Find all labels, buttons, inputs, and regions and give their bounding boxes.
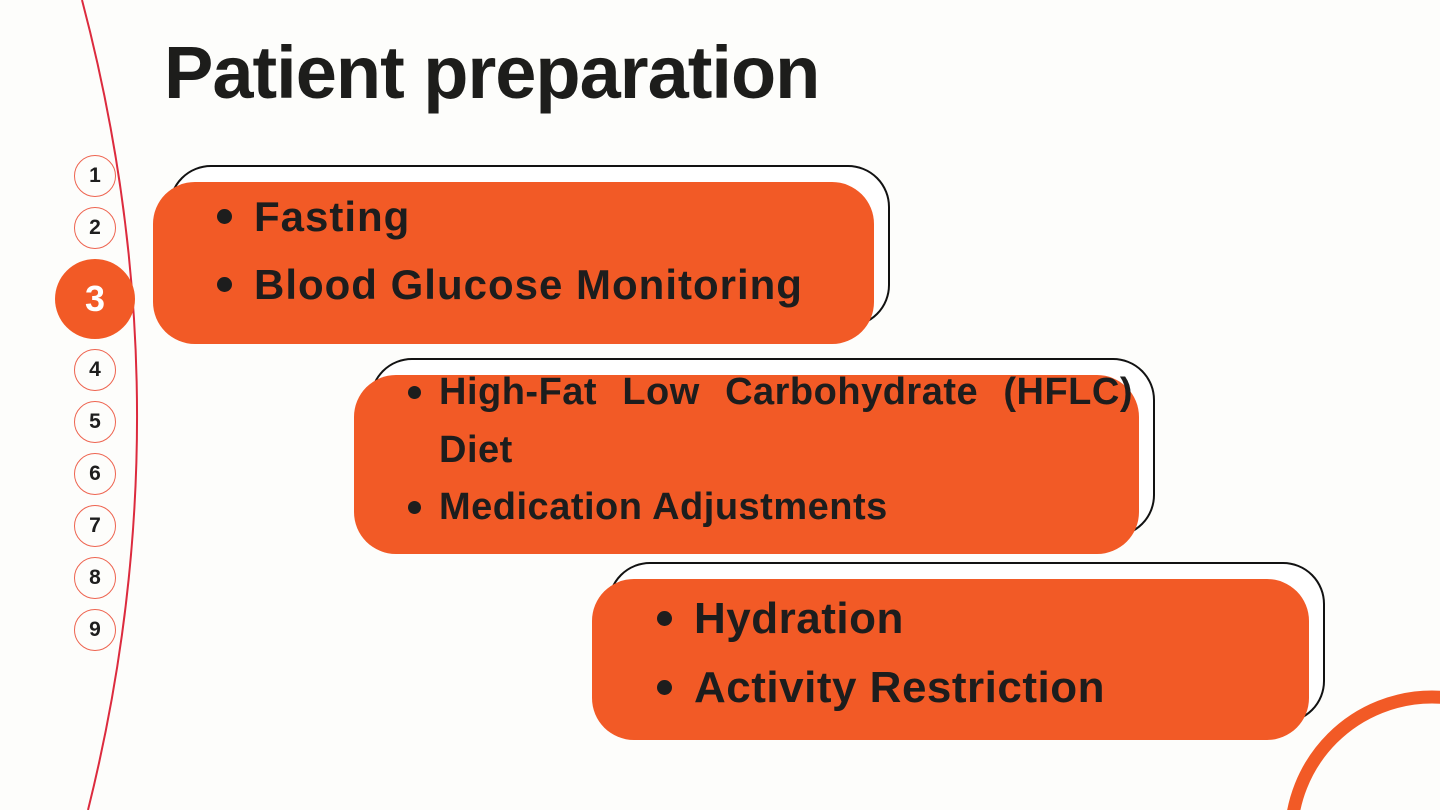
sidebar-slide-number-1[interactable]: 1 (74, 155, 116, 197)
slide-number-label: 2 (89, 216, 101, 239)
bullet-line: Fasting (254, 193, 411, 240)
sidebar-slide-number-3-active[interactable]: 3 (55, 259, 135, 339)
bullet-line: Medication Adjustments (439, 486, 888, 528)
bullet-dot-icon (217, 277, 232, 292)
sidebar-slide-number-6[interactable]: 6 (74, 453, 116, 495)
bullet-word: High-Fat (439, 371, 598, 413)
bullet-list: High-Fat Low Carbohydrate (HFLC) Diet Medicat… (408, 364, 1133, 537)
bullet-item: Medication Adjustments (408, 479, 1133, 537)
bullet-item: High-Fat Low Carbohydrate (HFLC) Diet (408, 364, 1133, 479)
bullet-list: Fasting Blood Glucose Monitoring (217, 183, 858, 319)
bullet-line: Blood Glucose Monitoring (254, 261, 803, 308)
slide-number-label: 5 (89, 410, 101, 433)
bullet-dot-icon (217, 209, 232, 224)
bullet-line: Activity Restriction (694, 663, 1105, 712)
bullet-word: Low (622, 371, 700, 413)
bullet-dot-icon (657, 611, 672, 626)
bullet-dot-icon (408, 501, 421, 514)
sidebar-slide-number-5[interactable]: 5 (74, 401, 116, 443)
bullet-text: Medication Adjustments (439, 479, 1133, 537)
bullet-text: Activity Restriction (694, 653, 1293, 722)
sidebar-slide-number-2[interactable]: 2 (74, 207, 116, 249)
sidebar-slide-number-7[interactable]: 7 (74, 505, 116, 547)
bullet-text: Hydration (694, 584, 1293, 653)
corner-orange-ring-decoration (1287, 690, 1440, 810)
slide-number-label: 7 (89, 514, 101, 537)
sidebar-slide-number-4[interactable]: 4 (74, 349, 116, 391)
card-fasting: Fasting Blood Glucose Monitoring (169, 165, 890, 327)
curved-red-line-decoration (81, 0, 139, 810)
bullet-word: (HFLC) (1003, 371, 1133, 413)
slide-number-sidebar: 1 2 3 4 5 6 7 8 9 (55, 155, 135, 651)
bullet-word: Carbohydrate (725, 371, 979, 413)
bullet-line: Hydration (694, 594, 904, 643)
bullet-dot-icon (657, 680, 672, 695)
slide-number-label: 9 (89, 618, 101, 641)
bullet-item: Hydration (657, 584, 1293, 653)
bullet-item: Fasting (217, 183, 858, 251)
slide-number-label: 1 (89, 164, 101, 187)
bullet-line: Diet (439, 428, 513, 471)
slide-number-label: 6 (89, 462, 101, 485)
page-title: Patient preparation (164, 31, 820, 114)
sidebar-slide-number-9[interactable]: 9 (74, 609, 116, 651)
card-diet: High-Fat Low Carbohydrate (HFLC) Diet Medicat… (370, 358, 1155, 537)
bullet-text: High-Fat Low Carbohydrate (HFLC) Diet (439, 364, 1133, 479)
card-hydration: Hydration Activity Restriction (608, 562, 1325, 723)
bullet-dot-icon (408, 386, 421, 399)
sidebar-slide-number-8[interactable]: 8 (74, 557, 116, 599)
slide-number-label: 3 (84, 278, 106, 319)
slide-number-label: 4 (89, 358, 101, 381)
bullet-text: Fasting (254, 183, 858, 251)
bullet-text: Blood Glucose Monitoring (254, 251, 858, 319)
bullet-item: Activity Restriction (657, 653, 1293, 722)
bullet-item: Blood Glucose Monitoring (217, 251, 858, 319)
bullet-line: High-Fat Low Carbohydrate (HFLC) (439, 364, 1133, 422)
bullet-list: Hydration Activity Restriction (657, 584, 1293, 722)
slide-number-label: 8 (89, 566, 101, 589)
